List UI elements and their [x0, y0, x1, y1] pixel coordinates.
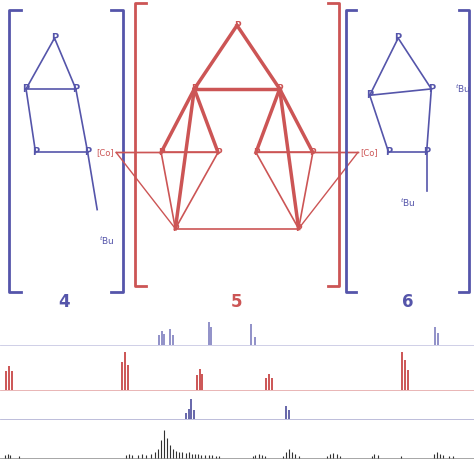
Text: P: P — [366, 90, 374, 100]
Text: $^t$Bu: $^t$Bu — [455, 83, 471, 95]
Text: [Co]: [Co] — [360, 148, 378, 157]
Text: P: P — [191, 84, 198, 93]
Text: 5: 5 — [231, 293, 243, 311]
Text: [Co]: [Co] — [96, 148, 114, 157]
Text: $^t$Bu: $^t$Bu — [99, 235, 115, 247]
Text: P: P — [295, 224, 302, 233]
Text: P: P — [234, 21, 240, 30]
Text: P: P — [158, 148, 164, 157]
Text: P: P — [32, 147, 39, 157]
Text: P: P — [72, 84, 80, 94]
Text: P: P — [51, 33, 58, 43]
Text: P: P — [215, 148, 221, 157]
Text: P: P — [428, 84, 435, 94]
Text: P: P — [253, 148, 259, 157]
Text: P: P — [22, 84, 30, 94]
Text: 6: 6 — [402, 293, 413, 311]
Text: 4: 4 — [58, 293, 70, 311]
Text: $^t$Bu: $^t$Bu — [400, 197, 416, 210]
Text: P: P — [276, 84, 283, 93]
Text: P: P — [310, 148, 316, 157]
Text: P: P — [84, 147, 91, 157]
Text: P: P — [423, 147, 430, 157]
Text: P: P — [385, 147, 392, 157]
Text: P: P — [172, 224, 179, 233]
Text: P: P — [394, 33, 402, 43]
